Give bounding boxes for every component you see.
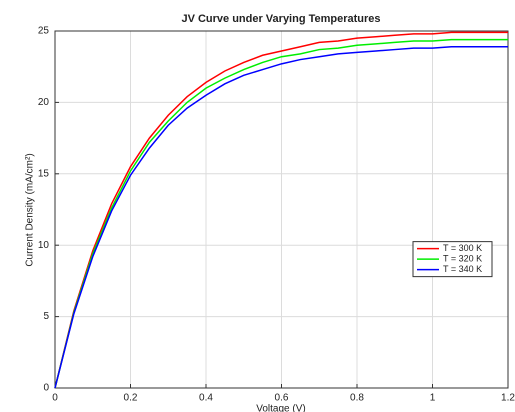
y-tick-label: 10: [38, 240, 50, 251]
x-tick-label: 0.8: [350, 393, 364, 404]
y-axis-label: Current Density (mA/cm²): [25, 153, 36, 266]
y-tick-label: 15: [38, 168, 50, 179]
x-axis-label: Voltage (V): [256, 404, 305, 412]
legend-label: T = 340 K: [443, 264, 482, 274]
x-tick-label: 1.2: [501, 393, 515, 404]
y-tick-label: 25: [38, 26, 50, 37]
legend-label: T = 320 K: [443, 254, 482, 264]
y-tick-label: 20: [38, 97, 50, 108]
x-tick-label: 0: [52, 393, 58, 404]
plot-frame: [54, 30, 509, 389]
line-series: [54, 38, 508, 389]
y-tick-label: 5: [43, 311, 49, 322]
x-tick-label: 1: [430, 393, 436, 404]
x-tick-label: 0.4: [199, 393, 213, 404]
x-tick-label: 0.6: [275, 393, 289, 404]
y-tick-label: 0: [43, 383, 49, 394]
line-series: [54, 45, 508, 389]
chart-title: JV Curve under Varying Temperatures: [181, 13, 380, 25]
legend-label: T = 300 K: [443, 243, 482, 253]
line-series: [54, 31, 508, 389]
legend: T = 300 KT = 320 KT = 340 K: [412, 241, 493, 278]
x-tick-label: 0.2: [124, 393, 138, 404]
